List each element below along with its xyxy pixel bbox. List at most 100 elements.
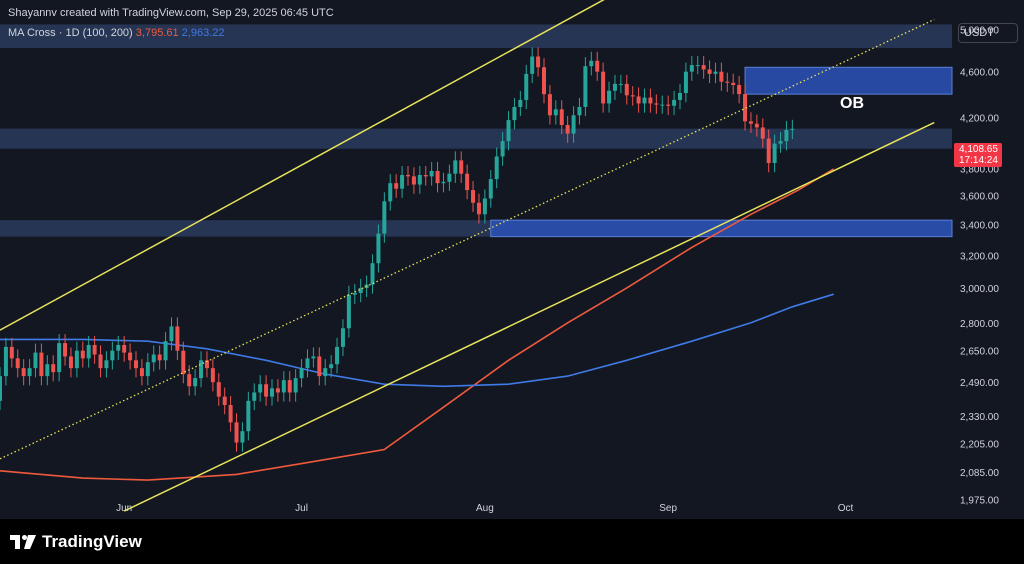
candle[interactable] [21,359,26,386]
channel-line-0[interactable] [0,0,733,331]
candle[interactable] [116,335,121,360]
candle[interactable] [406,165,410,186]
candle[interactable] [346,285,351,338]
candle[interactable] [500,132,505,166]
candle[interactable] [754,114,759,137]
channel-lines-layer[interactable] [0,0,935,512]
candle[interactable] [447,164,452,192]
candle[interactable] [382,192,387,243]
candle[interactable] [476,193,481,224]
candle[interactable] [683,62,688,103]
candle[interactable] [57,334,62,382]
candle[interactable] [542,58,546,104]
tradingview-logo[interactable]: TradingView [10,531,142,553]
candle[interactable] [122,335,127,362]
candle[interactable] [335,337,340,374]
candle[interactable] [92,335,97,364]
candle[interactable] [234,413,239,452]
candle[interactable] [199,351,204,388]
candle[interactable] [488,170,493,208]
candle[interactable] [0,367,2,410]
candle[interactable] [689,56,694,81]
candle[interactable] [429,161,434,186]
candle[interactable] [612,74,617,100]
candle[interactable] [630,86,635,106]
candle[interactable] [222,387,227,415]
candle[interactable] [725,72,730,92]
candle[interactable] [329,355,334,378]
candle[interactable] [39,343,44,386]
candle[interactable] [790,119,795,140]
candle[interactable] [240,422,245,452]
candles-layer[interactable] [0,47,795,452]
candle[interactable] [317,347,322,386]
candle[interactable] [482,189,487,224]
candle[interactable] [435,161,440,193]
candle[interactable] [358,278,363,303]
candle[interactable] [766,129,771,173]
candle[interactable] [577,97,582,125]
candle[interactable] [654,94,659,114]
candle[interactable] [695,56,700,75]
candle[interactable] [252,383,257,410]
candle[interactable] [748,112,753,133]
candle[interactable] [719,62,724,91]
candle[interactable] [370,254,375,294]
candle[interactable] [411,167,416,194]
candle[interactable] [98,345,103,378]
candle[interactable] [660,95,665,114]
candle[interactable] [636,87,641,113]
candle[interactable] [388,174,393,211]
candle[interactable] [299,359,304,388]
currency-selector[interactable]: USDT [958,23,1018,43]
candle[interactable] [772,134,777,173]
candle[interactable] [743,85,748,131]
candle[interactable] [713,62,718,84]
candle[interactable] [139,359,144,386]
candle[interactable] [547,85,552,125]
candle[interactable] [169,317,174,351]
candle[interactable] [27,359,32,386]
candle[interactable] [193,369,198,396]
candle[interactable] [216,373,221,406]
candle[interactable] [86,335,91,368]
candle[interactable] [607,81,612,113]
candle[interactable] [270,379,274,406]
candle[interactable] [524,64,529,110]
candle[interactable] [264,375,269,406]
candle[interactable] [204,351,209,378]
candle[interactable] [110,341,115,370]
candle[interactable] [784,120,789,151]
candle[interactable] [565,115,570,143]
candle[interactable] [33,343,38,378]
candle[interactable] [134,351,138,378]
candle[interactable] [778,132,783,153]
candle[interactable] [51,355,56,382]
candle[interactable] [275,379,280,402]
candle[interactable] [287,371,292,402]
candle[interactable] [465,164,470,200]
candle[interactable] [394,174,399,198]
channel-line-1[interactable] [0,18,935,460]
candle[interactable] [45,355,50,386]
candle[interactable] [559,100,564,135]
candle[interactable] [707,60,712,84]
candle[interactable] [601,62,606,113]
candle[interactable] [571,106,576,143]
indicator-legend[interactable]: MA Cross · 1D (100, 200) 3,795.61 2,963.… [8,27,225,39]
candle[interactable] [157,345,162,370]
candle[interactable] [589,51,594,76]
candle[interactable] [666,95,671,115]
candle[interactable] [423,165,428,186]
candle[interactable] [400,165,405,198]
candle[interactable] [305,349,310,378]
candle[interactable] [518,90,523,117]
candle[interactable] [151,345,156,372]
candle[interactable] [672,90,677,115]
candle[interactable] [494,147,499,189]
candle[interactable] [737,76,742,104]
candle[interactable] [530,47,535,84]
candle[interactable] [453,151,458,183]
candle[interactable] [9,337,14,368]
